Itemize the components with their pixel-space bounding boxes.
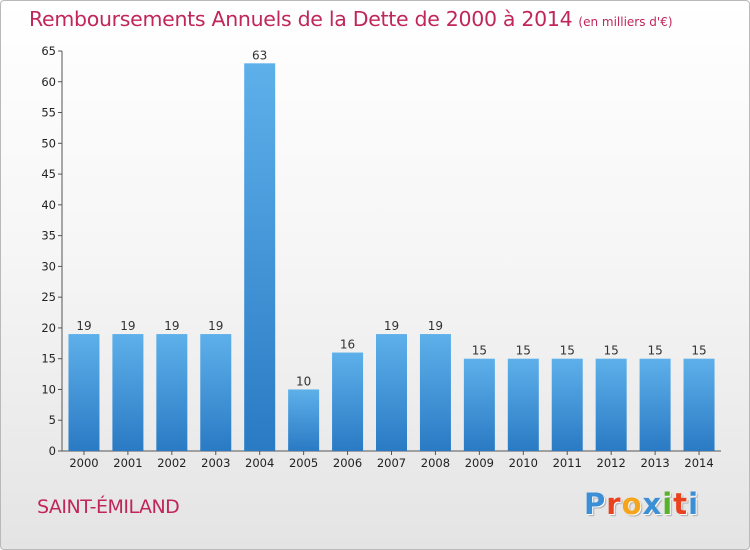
bar <box>639 358 671 451</box>
x-tick-label: 2008 <box>421 456 450 470</box>
y-tick-label: 55 <box>41 106 56 120</box>
bar-value-label: 15 <box>691 344 706 358</box>
bar-value-label: 19 <box>384 319 399 333</box>
bar-value-label: 63 <box>252 48 267 62</box>
y-tick-label: 65 <box>41 44 56 58</box>
bar <box>683 358 715 451</box>
bar <box>551 358 583 451</box>
chart-title-text: Remboursements Annuels de la Dette de 20… <box>29 7 573 31</box>
bar-value-label: 19 <box>164 319 179 333</box>
bar <box>463 358 495 451</box>
y-tick-label: 5 <box>49 413 56 427</box>
x-tick-label: 2003 <box>201 456 230 470</box>
y-tick-label: 0 <box>49 444 56 458</box>
brand-logo-letter: P <box>584 487 607 521</box>
y-tick-label: 10 <box>41 382 56 396</box>
chart-bars: 19 19 19 19 63 10 16 19 19 15 15 15 15 15 15 <box>68 48 715 452</box>
bar <box>507 358 539 451</box>
bar <box>376 334 407 451</box>
y-tick-label: 20 <box>41 321 56 335</box>
bar <box>595 358 627 451</box>
bar-value-label: 16 <box>340 338 355 352</box>
bar-value-label: 10 <box>296 374 311 388</box>
y-tick-label: 45 <box>41 167 56 181</box>
brand-logo: Proxiti <box>584 487 699 521</box>
commune-name: SAINT-ÉMILAND <box>37 496 180 518</box>
x-tick-label: 2012 <box>597 456 626 470</box>
bar <box>156 334 188 451</box>
brand-logo-letter: t <box>673 487 689 521</box>
bar <box>332 352 364 451</box>
chart-title: Remboursements Annuels de la Dette de 20… <box>29 7 673 31</box>
bar-value-label: 15 <box>472 344 487 358</box>
y-tick-label: 25 <box>41 290 56 304</box>
bar <box>112 334 144 451</box>
y-tick-label: 60 <box>41 75 56 89</box>
bar-value-label: 19 <box>428 319 443 333</box>
brand-logo-letter: r <box>606 487 622 521</box>
y-tick-label: 40 <box>41 198 56 212</box>
x-tick-label: 2010 <box>509 456 538 470</box>
bar <box>68 334 100 451</box>
x-tick-label: 2013 <box>640 456 669 470</box>
bar <box>200 334 232 451</box>
bar-value-label: 15 <box>516 344 531 358</box>
y-tick-label: 15 <box>41 352 56 366</box>
bar-value-label: 19 <box>76 319 91 333</box>
brand-logo-letter: i <box>688 487 700 521</box>
brand-logo-letter: o <box>621 487 643 521</box>
x-tick-label: 2014 <box>684 456 713 470</box>
x-tick-label: 2000 <box>69 456 98 470</box>
x-tick-label: 2005 <box>289 456 318 470</box>
x-tick-label: 2002 <box>157 456 186 470</box>
y-tick-label: 30 <box>41 259 56 273</box>
bar-value-label: 19 <box>208 319 223 333</box>
bar <box>244 63 276 452</box>
chart-axes: 0 5 10 15 20 25 30 35 40 45 50 55 60 65 2000 2001 2002 20… <box>41 44 721 470</box>
bar-value-label: 19 <box>120 319 135 333</box>
x-tick-label: 2009 <box>465 456 494 470</box>
x-tick-label: 2006 <box>333 456 362 470</box>
x-tick-label: 2004 <box>245 456 274 470</box>
bar <box>419 334 451 451</box>
x-tick-label: 2011 <box>553 456 582 470</box>
y-tick-label: 35 <box>41 229 56 243</box>
bar-value-label: 15 <box>647 344 662 358</box>
x-tick-label: 2001 <box>113 456 142 470</box>
bar <box>288 389 320 451</box>
bar-value-label: 15 <box>560 344 575 358</box>
brand-logo-letter: i <box>662 487 674 521</box>
chart-subtitle: (en milliers d'€) <box>578 15 673 29</box>
bar-value-label: 15 <box>604 344 619 358</box>
y-tick-label: 50 <box>41 136 56 150</box>
brand-logo-letter: x <box>642 487 663 521</box>
x-tick-label: 2007 <box>377 456 406 470</box>
